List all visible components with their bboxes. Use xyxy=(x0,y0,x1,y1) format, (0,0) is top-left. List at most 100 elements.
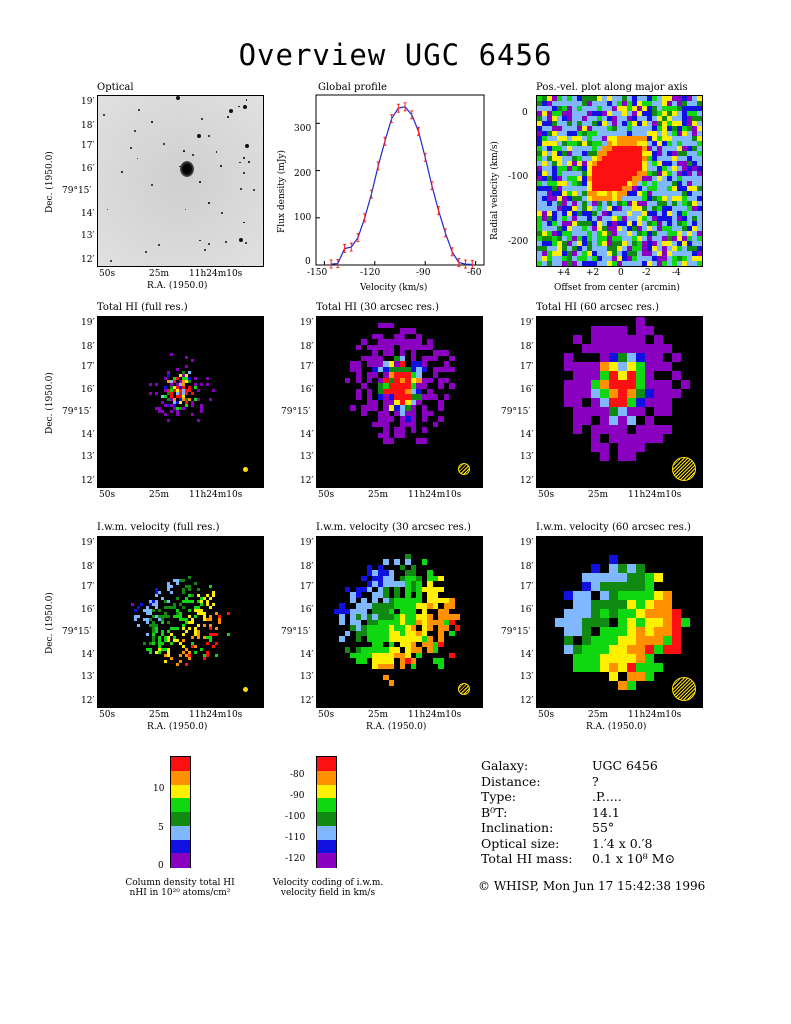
hi-pixel xyxy=(663,407,672,416)
velocity-pixel xyxy=(206,600,209,603)
velocity-pixel xyxy=(200,603,203,606)
pv-pixel xyxy=(602,201,607,206)
hi-pixel xyxy=(636,371,645,380)
pv-pixel xyxy=(547,196,552,201)
velocity-pixel xyxy=(366,603,372,609)
velocity-pixel xyxy=(636,645,645,654)
pv-pixel xyxy=(627,141,632,146)
velocity-pixel xyxy=(383,619,389,625)
pv-pixel xyxy=(542,161,547,166)
hi-pixel xyxy=(421,394,427,400)
hi-pixel xyxy=(179,386,182,389)
velocity-pixel xyxy=(627,627,636,636)
hi-pixel xyxy=(618,371,627,380)
pv-pixel xyxy=(572,96,577,101)
pv-pixel xyxy=(677,131,682,136)
hi-pixel xyxy=(164,413,167,416)
velocity-pixel xyxy=(182,624,185,627)
pv-pixel xyxy=(612,246,617,251)
pv-pixel xyxy=(617,96,622,101)
pv-pixel xyxy=(587,166,592,171)
pv-pixel xyxy=(552,211,557,216)
pv-pixel xyxy=(577,101,582,106)
pv-pixel xyxy=(547,156,552,161)
hi-pixel xyxy=(627,335,636,344)
hi-pixel xyxy=(388,372,394,378)
pv-pixel xyxy=(672,216,677,221)
velocity-pixel xyxy=(377,663,383,669)
pv-xtick: -2 xyxy=(642,268,651,278)
ra-tick: 50s xyxy=(99,269,116,279)
hi-pixel xyxy=(164,395,167,398)
hi-pixel xyxy=(372,366,378,372)
hi-pixel xyxy=(627,443,636,452)
pv-pixel xyxy=(567,96,572,101)
velocity-pixel xyxy=(170,585,173,588)
pv-pixel xyxy=(582,111,587,116)
pv-pixel xyxy=(617,221,622,226)
velocity-pixel xyxy=(627,654,636,663)
velocity-pixel xyxy=(167,585,170,588)
pv-pixel xyxy=(637,151,642,156)
pv-pixel xyxy=(552,241,557,246)
hi-pixel xyxy=(182,383,185,386)
pv-pixel xyxy=(677,201,682,206)
pv-pixel xyxy=(612,161,617,166)
pv-pixel xyxy=(547,146,552,151)
pv-pixel xyxy=(647,216,652,221)
velocity-pixel xyxy=(377,641,383,647)
pv-pixel xyxy=(572,141,577,146)
pv-pixel xyxy=(562,101,567,106)
hi-pixel xyxy=(383,372,389,378)
pv-pixel xyxy=(632,96,637,101)
hi-pixel xyxy=(645,353,654,362)
hi-pixel xyxy=(645,389,654,398)
hi-pixel xyxy=(182,407,185,410)
velocity-pixel xyxy=(355,614,361,620)
hi-pixel xyxy=(410,399,416,405)
hi-pixel xyxy=(383,410,389,416)
dec-tick: 16′ xyxy=(81,164,95,174)
colorbar-segment xyxy=(317,853,336,868)
hi-pixel xyxy=(399,328,405,334)
pv-pixel xyxy=(552,161,557,166)
velocity-pixel xyxy=(443,603,449,609)
hi-pixel xyxy=(591,380,600,389)
hi-pixel xyxy=(609,362,618,371)
hi-pixel xyxy=(185,374,188,377)
pv-pixel xyxy=(642,246,647,251)
velocity-pixel xyxy=(206,642,209,645)
velocity-pixel xyxy=(355,636,361,642)
pv-pixel xyxy=(592,191,597,196)
hi-pixel xyxy=(645,344,654,353)
pv-pixel xyxy=(587,206,592,211)
hi-pixel xyxy=(176,407,179,410)
star xyxy=(245,241,248,244)
pv-pixel xyxy=(577,136,582,141)
velocity-pixel xyxy=(179,612,182,615)
pv-pixel xyxy=(687,246,692,251)
hi-pixel xyxy=(377,410,383,416)
star xyxy=(245,99,248,101)
velocity-pixel xyxy=(416,581,422,587)
velocity-pixel xyxy=(200,648,203,651)
pv-pixel xyxy=(657,166,662,171)
hi-pixel xyxy=(438,383,444,389)
pv-pixel xyxy=(682,221,687,226)
velocity-pixel xyxy=(209,585,212,588)
velocity-pixel xyxy=(134,609,137,612)
pv-pixel xyxy=(662,151,667,156)
pv-pixel xyxy=(557,186,562,191)
pv-pixel xyxy=(622,166,627,171)
pv-pixel xyxy=(672,251,677,256)
pv-pixel xyxy=(647,131,652,136)
pv-pixel xyxy=(647,146,652,151)
pv-pixel xyxy=(642,121,647,126)
velocity-pixel xyxy=(663,618,672,627)
hi-pixel xyxy=(618,335,627,344)
pv-pixel xyxy=(617,246,622,251)
pv-pixel xyxy=(547,131,552,136)
velocity-pixel xyxy=(645,591,654,600)
pv-pixel xyxy=(557,141,562,146)
hi-pixel xyxy=(405,388,411,394)
